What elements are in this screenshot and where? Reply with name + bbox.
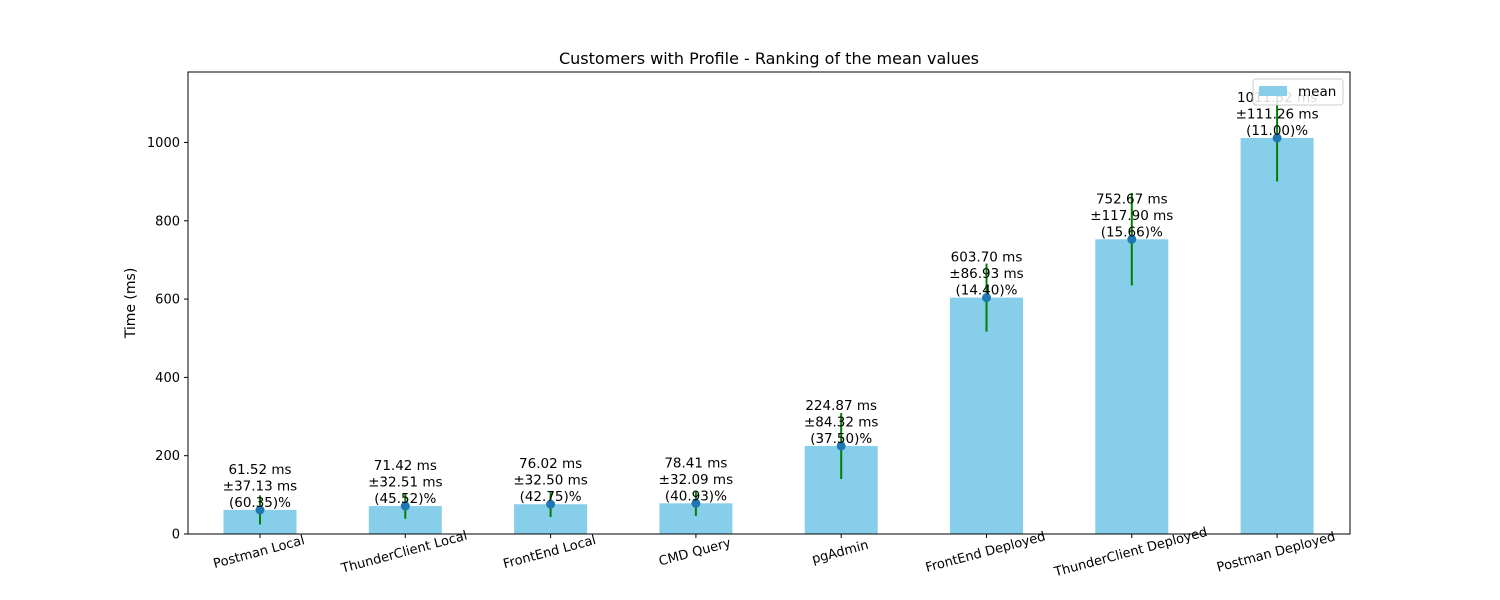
data-label: (14.40)% [955,283,1017,299]
legend-label: mean [1298,84,1336,100]
plot-frame [187,71,1351,535]
y-tick-label: 400 [155,371,180,386]
bar [950,297,1023,534]
mean-marker [546,499,556,509]
x-tick-label: FrontEnd Local [502,533,598,572]
data-label: (42.75)% [520,489,582,505]
data-label: 752.67 ms [1096,191,1168,207]
data-label: ±84.32 ms [804,414,878,430]
data-label: (60.35)% [229,495,291,511]
data-label: ±86.93 ms [949,266,1023,282]
x-tick-label: Postman Deployed [1215,530,1337,576]
y-axis-label: Time (ms) [123,268,139,340]
x-tick-label: FrontEnd Deployed [924,529,1047,575]
y-axis: 0 200 400 600 800 1000 [147,136,188,543]
legend: mean [1252,78,1344,106]
legend-box [1252,78,1344,106]
mean-marker [1272,133,1282,143]
data-labels-group: 61.52 ms±37.13 ms(60.35)% 71.42 ms±32.51 … [223,90,1319,511]
mean-marker [836,441,846,451]
x-tick-label: pgAdmin [810,538,870,567]
bar [1240,137,1314,534]
mean-marker [400,501,410,511]
data-label: 224.87 ms [805,398,877,414]
data-label: (37.50)% [810,431,872,447]
y-tick-label: 0 [172,528,180,543]
mean-marker [982,293,991,303]
data-label: ±117.90 ms [1090,208,1173,224]
data-label: (40.93)% [665,488,727,504]
data-label: ±111.26 ms [1236,106,1319,122]
data-label: (11.00)% [1246,123,1308,139]
x-tick-label: ThunderClient Local [339,529,469,577]
mean-marker [691,498,701,508]
data-label: 603.70 ms [951,250,1023,266]
data-label: 61.52 ms [228,462,291,478]
data-label: ±32.51 ms [368,475,442,491]
data-label: ±32.09 ms [659,472,733,488]
data-label: 78.41 ms [664,455,727,471]
data-label: (45.52)% [374,491,436,507]
y-tick-label: 800 [155,214,180,229]
data-label: 71.42 ms [374,458,437,474]
legend-swatch [1259,86,1287,96]
x-tick-label: Postman Local [212,533,307,572]
y-tick-label: 1000 [147,136,180,151]
mean-marker [255,505,265,515]
mean-markers-group [255,133,1282,515]
y-tick-label: 200 [155,449,180,464]
chart-title: Customers with Profile - Ranking of the … [559,49,979,68]
data-label: ±37.13 ms [223,478,297,494]
bars-group [223,137,1314,535]
bar [1095,239,1169,535]
data-label: (15.66)% [1101,224,1163,240]
data-label: 76.02 ms [519,456,582,472]
x-tick-label: CMD Query [657,536,733,570]
mean-marker [1127,234,1137,244]
y-tick-label: 600 [155,293,180,308]
data-label: ±32.50 ms [513,473,587,489]
